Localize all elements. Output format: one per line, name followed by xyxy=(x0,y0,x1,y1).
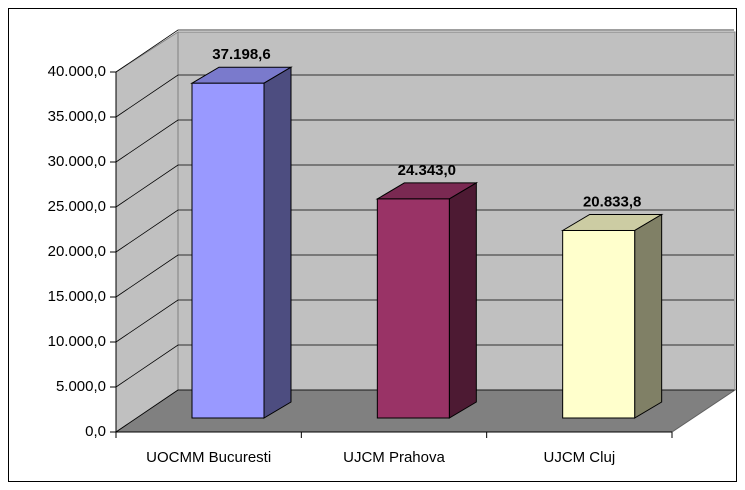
y-tick-label: 20.000,0 xyxy=(48,243,106,260)
y-tick-label: 15.000,0 xyxy=(48,288,106,305)
value-label: 37.198,6 xyxy=(212,46,270,63)
y-tick-label: 10.000,0 xyxy=(48,333,106,350)
y-tick-label: 35.000,0 xyxy=(48,108,106,125)
bar-side xyxy=(448,182,477,419)
x-tick-label: UJCM Prahova xyxy=(343,449,445,466)
y-tick-label: 0,0 xyxy=(85,423,106,440)
grid-line xyxy=(115,344,734,388)
grid-line xyxy=(115,389,734,433)
grid-line xyxy=(115,209,734,253)
side-wall xyxy=(115,31,179,433)
bar xyxy=(191,82,265,419)
y-tick-label: 5.000,0 xyxy=(56,378,106,395)
x-tick-label: UOCMM Bucuresti xyxy=(146,449,271,466)
grid-line xyxy=(115,254,734,298)
grid-line xyxy=(115,74,734,118)
y-tick-label: 25.000,0 xyxy=(48,198,106,215)
bar-side xyxy=(634,213,663,419)
grid-line xyxy=(115,299,734,343)
grid-line xyxy=(115,119,734,163)
bar xyxy=(562,229,636,419)
value-label: 20.833,8 xyxy=(583,193,641,210)
x-tick-label: UJCM Cluj xyxy=(543,449,615,466)
bar-side xyxy=(263,66,292,419)
grid-line xyxy=(115,29,734,73)
value-label: 24.343,0 xyxy=(398,162,456,179)
bar xyxy=(376,198,450,419)
y-tick-label: 30.000,0 xyxy=(48,153,106,170)
y-tick-label: 40.000,0 xyxy=(48,63,106,80)
grid-line xyxy=(115,164,734,208)
